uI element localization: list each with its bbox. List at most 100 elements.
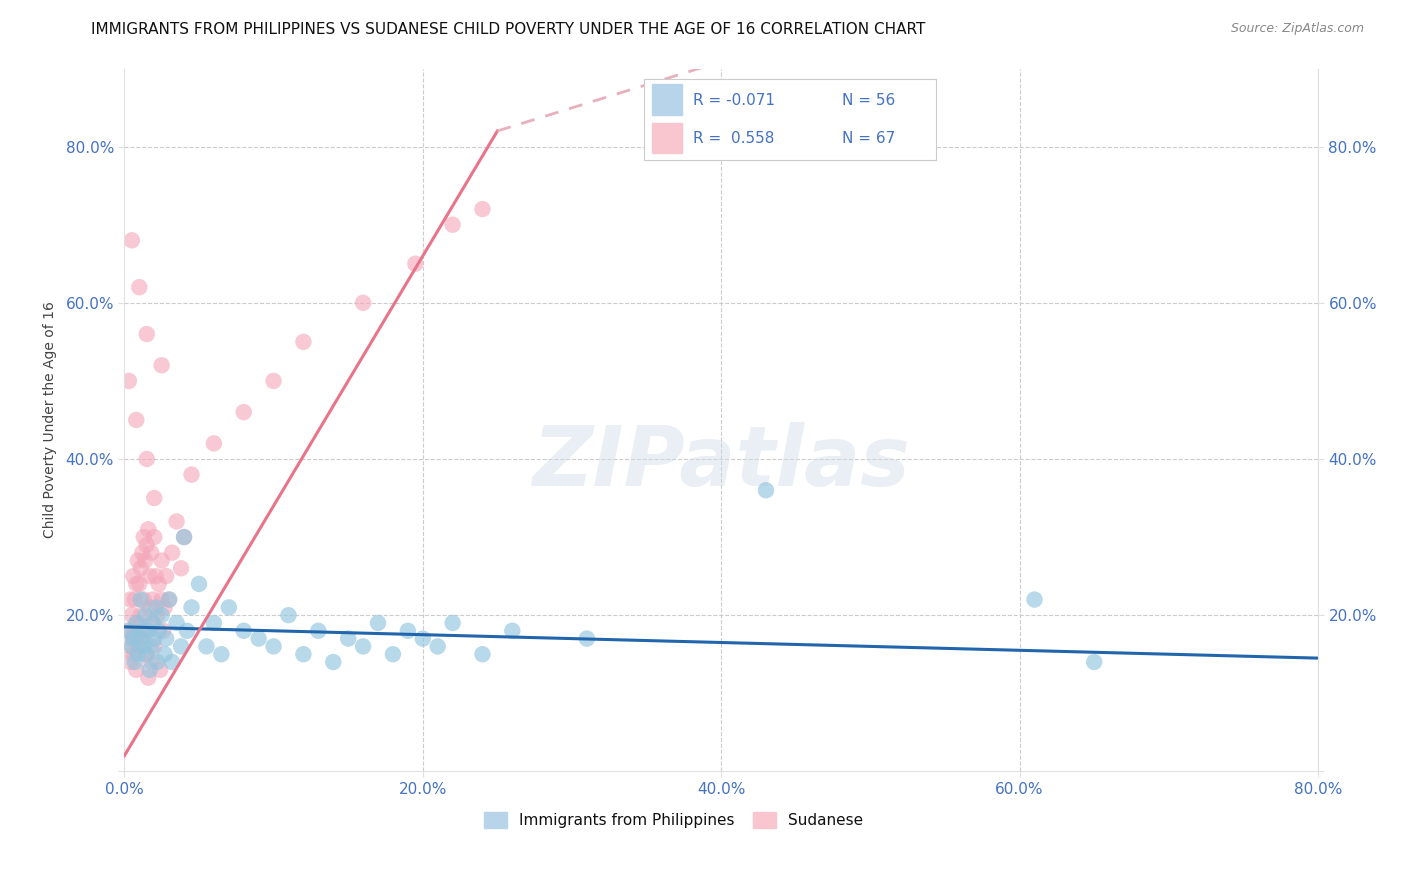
Point <box>141 655 163 669</box>
Point <box>426 640 449 654</box>
Point <box>263 640 285 654</box>
Point <box>501 624 523 638</box>
Point <box>136 624 159 638</box>
Point <box>176 624 198 638</box>
Point <box>125 615 148 630</box>
Y-axis label: Child Poverty Under the Age of 16: Child Poverty Under the Age of 16 <box>44 301 58 539</box>
Point <box>412 632 434 646</box>
Point <box>143 491 166 505</box>
Point <box>136 671 159 685</box>
Point <box>755 483 778 498</box>
Point <box>141 640 163 654</box>
Point <box>128 632 150 646</box>
Point <box>127 553 149 567</box>
Point <box>150 358 173 372</box>
Legend: Immigrants from Philippines, Sudanese: Immigrants from Philippines, Sudanese <box>478 805 869 834</box>
Point <box>124 624 146 638</box>
Point <box>152 624 174 638</box>
Point <box>367 615 389 630</box>
Point <box>153 647 176 661</box>
Point <box>404 257 426 271</box>
Point <box>121 640 143 654</box>
Point <box>145 569 167 583</box>
Point <box>120 655 142 669</box>
Point <box>128 640 150 654</box>
Point <box>135 647 157 661</box>
Point <box>127 615 149 630</box>
Point <box>209 647 232 661</box>
Point <box>142 615 165 630</box>
Point <box>132 530 155 544</box>
Text: IMMIGRANTS FROM PHILIPPINES VS SUDANESE CHILD POVERTY UNDER THE AGE OF 16 CORREL: IMMIGRANTS FROM PHILIPPINES VS SUDANESE … <box>91 22 925 37</box>
Point <box>132 592 155 607</box>
Point <box>441 218 464 232</box>
Point <box>128 577 150 591</box>
Point <box>352 295 374 310</box>
Point <box>129 608 152 623</box>
Point <box>148 624 170 638</box>
Point <box>146 608 169 623</box>
Point <box>157 592 180 607</box>
Point <box>141 546 163 560</box>
Point <box>134 608 156 623</box>
Point <box>170 640 193 654</box>
Point <box>441 615 464 630</box>
Point <box>575 632 598 646</box>
Point <box>131 546 153 560</box>
Point <box>170 561 193 575</box>
Point <box>124 592 146 607</box>
Point <box>135 538 157 552</box>
Point <box>155 569 177 583</box>
Point <box>337 632 360 646</box>
Point <box>118 624 141 638</box>
Point <box>202 436 225 450</box>
Point <box>125 413 148 427</box>
Point <box>166 515 188 529</box>
Point <box>134 553 156 567</box>
Point <box>138 600 160 615</box>
Point <box>150 592 173 607</box>
Point <box>121 632 143 646</box>
Text: Source: ZipAtlas.com: Source: ZipAtlas.com <box>1230 22 1364 36</box>
Point <box>232 405 254 419</box>
Point <box>150 553 173 567</box>
Point <box>471 202 494 216</box>
Point <box>166 615 188 630</box>
Point <box>118 374 141 388</box>
Point <box>247 632 270 646</box>
Point <box>180 467 202 482</box>
Point <box>131 632 153 646</box>
Point <box>122 569 145 583</box>
Point <box>155 632 177 646</box>
Point <box>160 655 183 669</box>
Point <box>129 561 152 575</box>
Point <box>160 546 183 560</box>
Point <box>149 663 172 677</box>
Point <box>135 624 157 638</box>
Point <box>121 608 143 623</box>
Point <box>202 615 225 630</box>
Point <box>381 647 404 661</box>
Point <box>263 374 285 388</box>
Point <box>131 624 153 638</box>
Point <box>150 608 173 623</box>
Point <box>134 647 156 661</box>
Point <box>124 655 146 669</box>
Point <box>117 624 139 638</box>
Point <box>145 600 167 615</box>
Text: ZIPatlas: ZIPatlas <box>533 422 910 502</box>
Point <box>136 522 159 536</box>
Point <box>127 647 149 661</box>
Point <box>148 577 170 591</box>
Point <box>125 663 148 677</box>
Point <box>292 647 315 661</box>
Point <box>277 608 299 623</box>
Point <box>307 624 329 638</box>
Point <box>471 647 494 661</box>
Point <box>180 600 202 615</box>
Point <box>122 632 145 646</box>
Point <box>143 632 166 646</box>
Point <box>322 655 344 669</box>
Point <box>121 233 143 247</box>
Point <box>138 663 160 677</box>
